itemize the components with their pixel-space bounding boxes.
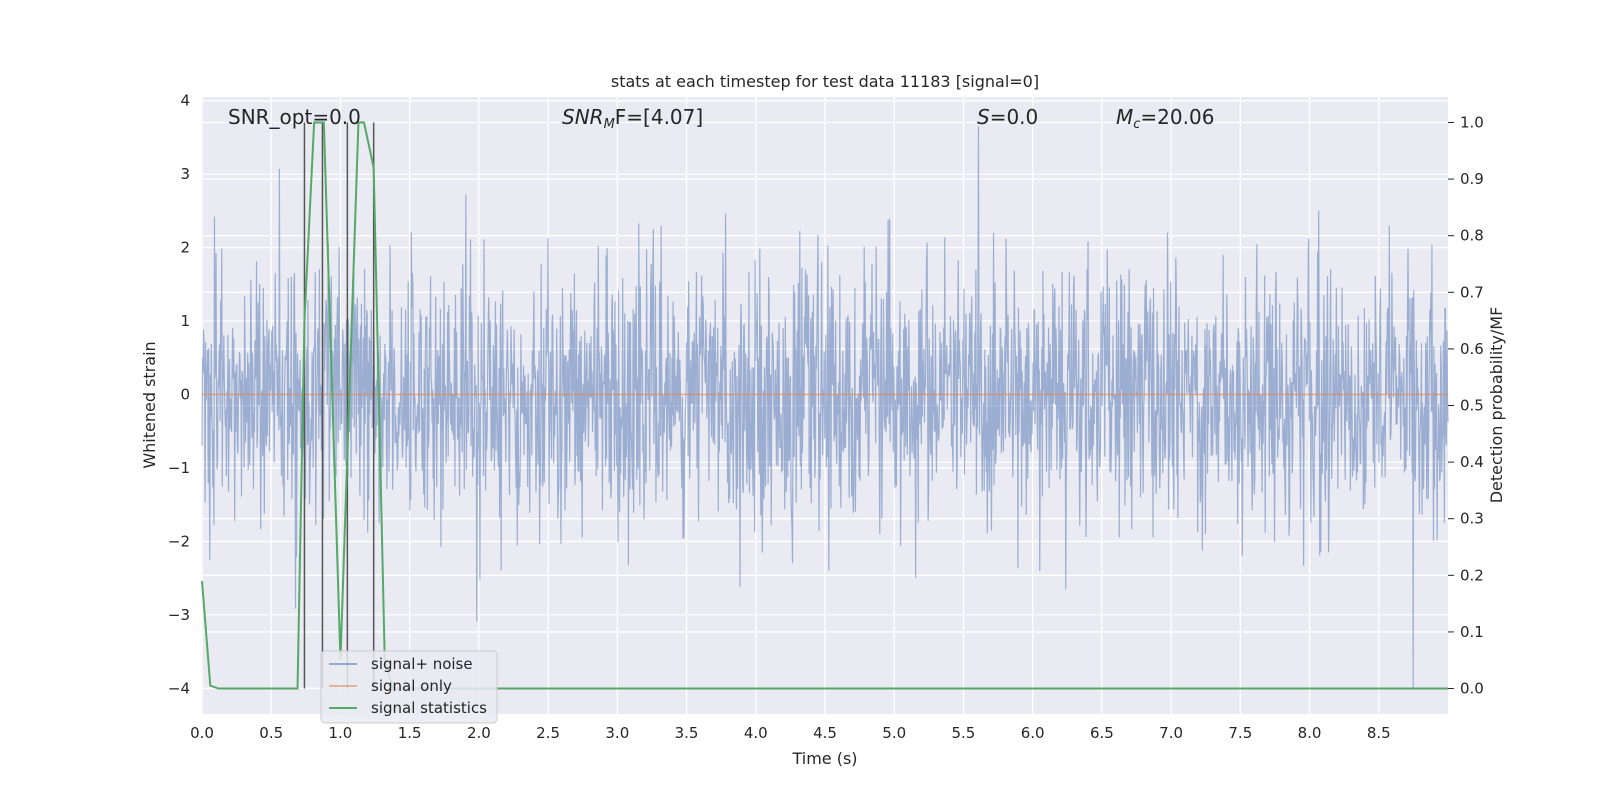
y-tick-label: 0: [180, 385, 190, 403]
series-signal-noise: [201, 126, 1449, 689]
y-tick-label: 4: [180, 92, 190, 110]
y2-tick-label: 0.3: [1460, 510, 1484, 528]
chart-title: stats at each timestep for test data 111…: [611, 72, 1039, 91]
x-tick-label: 0.0: [190, 724, 214, 742]
x-tick-label: 2.5: [536, 724, 560, 742]
y2-tick-label: 0.8: [1460, 227, 1484, 245]
x-tick-label: 3.5: [675, 724, 699, 742]
annotation-s: S=0.0: [977, 105, 1038, 129]
y-axis-label: Whitened strain: [140, 341, 159, 468]
legend-label-signal-statistics: signal statistics: [371, 699, 487, 717]
x-tick-label: 4.5: [813, 724, 837, 742]
x-tick-label: 5.5: [952, 724, 976, 742]
signal-noise-line: [201, 126, 1449, 689]
detection-vlines: [303, 122, 375, 689]
y-tick-label: 1: [180, 312, 190, 330]
x-tick-label: 6.0: [1021, 724, 1045, 742]
y2-axis-ticks: 1.0 0.9 0.8 0.7 0.6 0.5 0.4 0.3 0.2 0.1 0.0: [1448, 113, 1484, 698]
annotation-mc: Mc=20.06: [1116, 105, 1214, 132]
x-tick-label: 5.0: [882, 724, 906, 742]
legend-box: [320, 650, 498, 724]
y2-axis-label: Detection probability/MF: [1487, 307, 1506, 504]
y2-tick-label: 0.5: [1460, 397, 1484, 415]
x-tick-label: 3.0: [605, 724, 629, 742]
y-tick-label: −4: [168, 679, 190, 697]
y-tick-label: −1: [168, 459, 190, 477]
y2-tick-label: 0.9: [1460, 170, 1484, 188]
annotation-snr-mf: SNRMF=[4.07]: [562, 105, 703, 132]
y-tick-label: 3: [180, 165, 190, 183]
y-tick-label: −3: [168, 606, 190, 624]
legend-label-signal-noise: signal+ noise: [371, 655, 473, 673]
y-axis-ticks: 4 3 2 1 0 −1 −2 −3 −4: [168, 92, 190, 698]
x-tick-label: 8.5: [1367, 724, 1391, 742]
x-tick-label: 1.5: [398, 724, 422, 742]
x-tick-label: 8.0: [1298, 724, 1322, 742]
x-tick-label: 4.0: [744, 724, 768, 742]
x-axis-ticks: 0.0 0.5 1.0 1.5 2.0 2.5 3.0 3.5 4.0 4.5 5.0 5.5 6.0 6…: [190, 724, 1391, 742]
signal-statistics-line: [201, 121, 1448, 690]
y2-tick-label: 0.6: [1460, 340, 1484, 358]
x-tick-label: 6.5: [1090, 724, 1114, 742]
y2-tick-label: 1.0: [1460, 113, 1484, 131]
annotation-snr-opt: SNR_opt=0.0: [228, 105, 361, 129]
x-tick-label: 2.0: [467, 724, 491, 742]
y2-tick-label: 0.4: [1460, 453, 1484, 471]
x-tick-label: 7.5: [1228, 724, 1252, 742]
y2-tick-label: 0.0: [1460, 680, 1484, 698]
y-tick-label: 2: [180, 239, 190, 257]
y2-tick-label: 0.2: [1460, 566, 1484, 584]
legend-label-signal-only: signal only: [371, 677, 452, 695]
series-signal-statistics: [201, 121, 1448, 690]
x-tick-label: 1.0: [329, 724, 353, 742]
x-tick-label: 7.0: [1159, 724, 1183, 742]
y2-tick-label: 0.7: [1460, 283, 1484, 301]
legend: signal+ noise signal only signal statist…: [320, 650, 498, 724]
y2-tick-label: 0.1: [1460, 623, 1484, 641]
x-axis-label: Time (s): [791, 749, 857, 768]
y-tick-label: −2: [168, 532, 190, 550]
x-tick-label: 0.5: [259, 724, 283, 742]
